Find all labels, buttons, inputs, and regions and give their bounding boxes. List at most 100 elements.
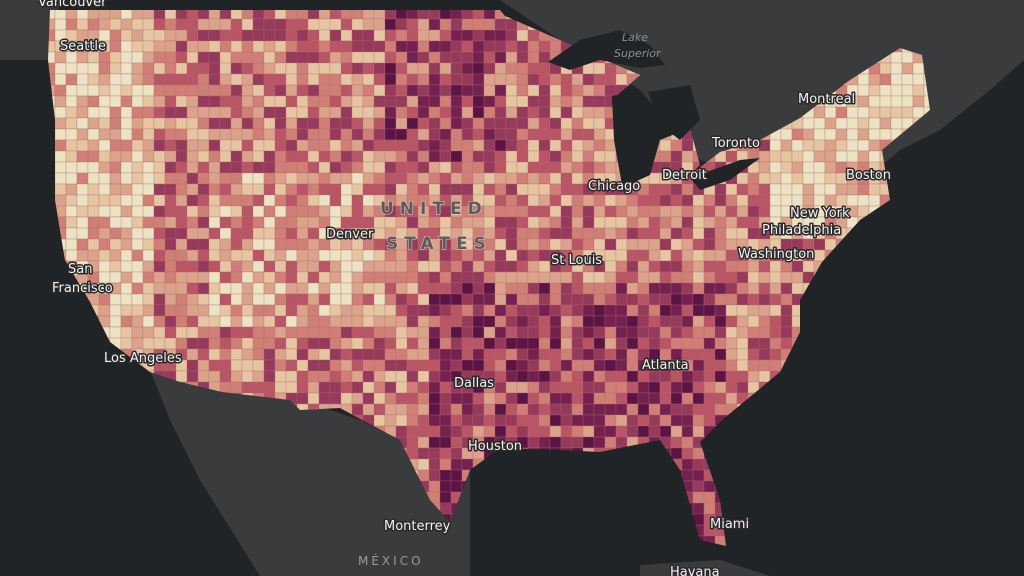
county bbox=[637, 205, 650, 218]
county bbox=[505, 51, 518, 64]
county bbox=[615, 293, 628, 306]
county bbox=[516, 315, 529, 328]
county bbox=[439, 106, 452, 119]
county bbox=[472, 73, 485, 86]
county bbox=[318, 205, 331, 218]
county bbox=[549, 216, 562, 229]
county bbox=[274, 128, 287, 141]
county bbox=[362, 106, 375, 119]
county bbox=[648, 205, 661, 218]
county bbox=[384, 271, 397, 284]
county bbox=[318, 29, 331, 42]
county bbox=[593, 315, 606, 328]
county bbox=[175, 117, 188, 130]
county bbox=[538, 128, 551, 141]
county bbox=[109, 106, 122, 119]
county bbox=[175, 128, 188, 141]
place-label: Denver bbox=[326, 227, 374, 242]
county bbox=[736, 326, 749, 339]
county bbox=[351, 205, 364, 218]
county bbox=[538, 84, 551, 97]
county bbox=[494, 326, 507, 339]
county bbox=[98, 183, 111, 196]
county bbox=[626, 403, 639, 416]
county bbox=[758, 161, 771, 174]
county bbox=[791, 260, 804, 273]
county bbox=[296, 249, 309, 262]
county bbox=[769, 260, 782, 273]
county bbox=[494, 139, 507, 152]
county bbox=[318, 260, 331, 273]
county bbox=[439, 315, 452, 328]
county bbox=[560, 348, 573, 361]
county bbox=[692, 282, 705, 295]
county bbox=[725, 216, 738, 229]
county bbox=[406, 106, 419, 119]
county bbox=[131, 293, 144, 306]
county bbox=[395, 425, 408, 438]
county bbox=[340, 172, 353, 185]
county bbox=[659, 304, 672, 317]
county bbox=[516, 29, 529, 42]
county bbox=[439, 359, 452, 372]
county bbox=[472, 315, 485, 328]
county bbox=[648, 238, 661, 251]
county bbox=[131, 205, 144, 218]
county bbox=[483, 29, 496, 42]
county bbox=[131, 315, 144, 328]
county bbox=[406, 425, 419, 438]
county bbox=[703, 491, 716, 504]
county bbox=[615, 425, 628, 438]
county bbox=[131, 29, 144, 42]
county bbox=[505, 425, 518, 438]
county bbox=[571, 84, 584, 97]
county bbox=[560, 172, 573, 185]
county bbox=[725, 183, 738, 196]
county bbox=[230, 62, 243, 75]
county bbox=[714, 249, 727, 262]
county bbox=[527, 62, 540, 75]
county bbox=[395, 282, 408, 295]
county bbox=[230, 73, 243, 86]
county bbox=[461, 392, 474, 405]
county bbox=[131, 18, 144, 31]
county bbox=[241, 95, 254, 108]
county bbox=[197, 260, 210, 273]
county bbox=[560, 227, 573, 240]
county bbox=[120, 337, 133, 350]
county bbox=[142, 150, 155, 163]
county bbox=[164, 139, 177, 152]
county bbox=[428, 150, 441, 163]
county bbox=[615, 282, 628, 295]
county bbox=[153, 249, 166, 262]
county bbox=[131, 271, 144, 284]
county bbox=[186, 139, 199, 152]
county bbox=[417, 271, 430, 284]
county bbox=[395, 172, 408, 185]
county bbox=[747, 337, 760, 350]
county bbox=[461, 326, 474, 339]
county bbox=[351, 95, 364, 108]
county bbox=[681, 139, 694, 152]
county bbox=[329, 106, 342, 119]
county bbox=[439, 425, 452, 438]
county bbox=[329, 249, 342, 262]
county bbox=[252, 18, 265, 31]
county bbox=[142, 84, 155, 97]
county bbox=[560, 117, 573, 130]
county bbox=[824, 139, 837, 152]
county bbox=[219, 304, 232, 317]
county bbox=[560, 95, 573, 108]
county bbox=[472, 139, 485, 152]
county bbox=[285, 95, 298, 108]
county bbox=[285, 304, 298, 317]
county bbox=[307, 172, 320, 185]
county bbox=[483, 161, 496, 174]
county bbox=[219, 73, 232, 86]
county bbox=[747, 359, 760, 372]
place-label: Vancouver bbox=[38, 0, 107, 10]
county bbox=[780, 128, 793, 141]
county bbox=[230, 128, 243, 141]
county bbox=[461, 293, 474, 306]
county bbox=[582, 150, 595, 163]
